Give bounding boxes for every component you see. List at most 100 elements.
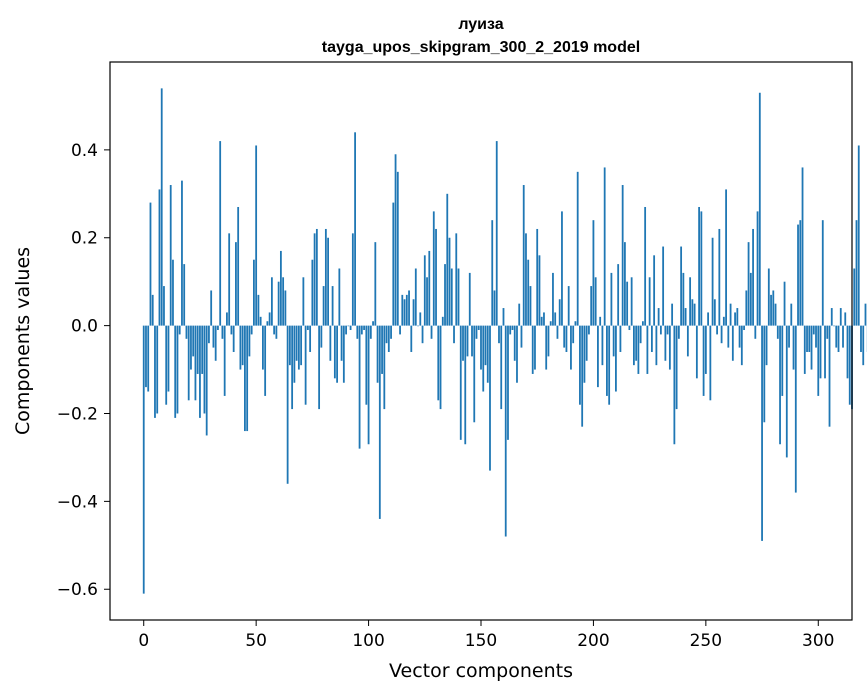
bar-233 bbox=[666, 325, 669, 335]
bar-28 bbox=[205, 325, 208, 436]
bar-175 bbox=[536, 228, 539, 326]
bar-60 bbox=[277, 281, 280, 326]
bar-96 bbox=[358, 325, 361, 449]
bar-161 bbox=[504, 325, 507, 537]
bar-39 bbox=[230, 325, 233, 335]
bar-263 bbox=[734, 312, 736, 326]
chart-subtitle: tayga_upos_skipgram_300_2_2019 model bbox=[322, 39, 640, 56]
bar-201 bbox=[594, 277, 597, 326]
bar-47 bbox=[248, 325, 251, 357]
bar-12 bbox=[169, 185, 172, 326]
bar-258 bbox=[722, 316, 725, 326]
bar-64 bbox=[286, 325, 289, 484]
bar-121 bbox=[414, 268, 417, 326]
bar-92 bbox=[349, 325, 352, 331]
bar-284 bbox=[781, 325, 784, 396]
bar-225 bbox=[648, 277, 651, 326]
bar-158 bbox=[498, 325, 500, 344]
bar-229 bbox=[657, 308, 660, 326]
bar-244 bbox=[691, 299, 694, 326]
bar-155 bbox=[491, 220, 494, 326]
bar-81 bbox=[324, 228, 327, 326]
x-tick-label-200: 200 bbox=[577, 631, 609, 651]
bar-48 bbox=[250, 325, 253, 335]
bar-237 bbox=[675, 325, 678, 410]
bar-294 bbox=[803, 325, 806, 374]
bar-240 bbox=[682, 272, 685, 326]
bar-125 bbox=[423, 255, 426, 326]
bar-208 bbox=[610, 272, 613, 326]
bar-151 bbox=[482, 325, 485, 392]
bar-138 bbox=[453, 325, 455, 344]
bar-292 bbox=[799, 220, 802, 326]
bar-165 bbox=[513, 325, 516, 361]
bar-17 bbox=[181, 180, 183, 326]
bar-22 bbox=[192, 325, 195, 357]
bar-302 bbox=[821, 220, 824, 326]
bar-259 bbox=[725, 189, 727, 326]
bar-130 bbox=[435, 228, 437, 326]
bar-124 bbox=[421, 325, 424, 344]
x-tick-label-300: 300 bbox=[802, 631, 834, 651]
bar-291 bbox=[797, 224, 799, 326]
bar-26 bbox=[201, 325, 204, 374]
bar-254 bbox=[713, 299, 716, 326]
bar-118 bbox=[408, 290, 410, 326]
bar-226 bbox=[650, 325, 653, 352]
bar-29 bbox=[208, 325, 210, 344]
bar-71 bbox=[302, 277, 305, 326]
bar-27 bbox=[203, 325, 206, 414]
y-tick-label-1: −0.4 bbox=[57, 492, 98, 512]
bar-231 bbox=[662, 246, 665, 326]
bar-320 bbox=[862, 325, 865, 366]
bar-184 bbox=[556, 325, 559, 339]
bar-181 bbox=[549, 321, 552, 326]
bar-262 bbox=[731, 325, 734, 361]
bar-232 bbox=[664, 325, 667, 361]
bar-252 bbox=[709, 325, 712, 401]
bar-51 bbox=[257, 294, 260, 326]
bar-219 bbox=[635, 325, 638, 361]
bar-146 bbox=[471, 325, 473, 357]
bar-207 bbox=[608, 325, 611, 405]
bar-147 bbox=[473, 325, 476, 423]
bar-62 bbox=[282, 277, 285, 326]
bar-148 bbox=[475, 325, 478, 339]
bar-36 bbox=[223, 325, 226, 396]
bar-188 bbox=[565, 325, 568, 352]
bar-141 bbox=[459, 325, 462, 440]
bar-264 bbox=[736, 308, 739, 326]
bar-6 bbox=[156, 325, 159, 414]
bar-63 bbox=[284, 290, 287, 326]
bar-177 bbox=[540, 316, 543, 326]
bar-178 bbox=[543, 312, 545, 326]
bar-202 bbox=[597, 325, 599, 388]
bar-89 bbox=[342, 325, 345, 383]
bar-189 bbox=[567, 286, 570, 326]
bar-144 bbox=[466, 325, 469, 357]
bar-3 bbox=[149, 202, 152, 326]
bar-2 bbox=[147, 325, 150, 392]
bar-279 bbox=[770, 294, 772, 326]
bar-41 bbox=[235, 242, 237, 326]
bar-94 bbox=[354, 132, 356, 326]
bar-321 bbox=[864, 303, 867, 326]
bar-297 bbox=[810, 325, 813, 370]
bar-74 bbox=[309, 325, 312, 352]
bar-270 bbox=[749, 272, 752, 326]
bar-87 bbox=[338, 268, 341, 326]
bar-38 bbox=[228, 233, 231, 326]
bar-114 bbox=[399, 325, 401, 335]
bar-80 bbox=[322, 286, 325, 326]
bar-214 bbox=[624, 242, 626, 326]
bar-250 bbox=[704, 325, 707, 374]
bar-7 bbox=[158, 189, 161, 326]
bar-309 bbox=[837, 325, 840, 352]
bar-304 bbox=[826, 325, 829, 339]
bar-37 bbox=[226, 312, 228, 326]
x-tick-label-100: 100 bbox=[352, 631, 384, 651]
bar-133 bbox=[441, 316, 444, 326]
bar-307 bbox=[833, 325, 835, 327]
bar-311 bbox=[842, 325, 844, 348]
